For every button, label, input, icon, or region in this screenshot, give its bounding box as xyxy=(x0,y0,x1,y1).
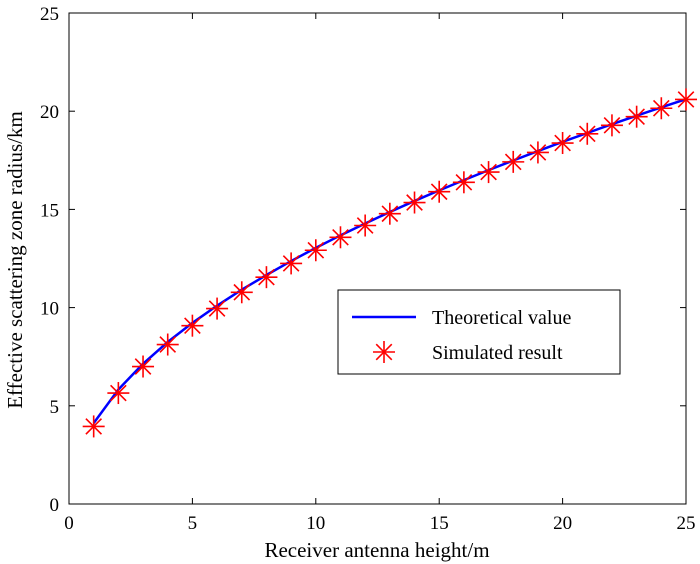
y-tick-label: 5 xyxy=(50,397,60,418)
ticks xyxy=(68,12,687,505)
data-point-simulated xyxy=(329,226,352,249)
x-axis-label: Receiver antenna height/m xyxy=(264,538,489,562)
x-tick-label: 20 xyxy=(553,513,572,534)
data-point-simulated xyxy=(304,239,327,262)
data-point-simulated xyxy=(230,281,253,304)
data-point-simulated xyxy=(378,202,401,225)
x-tick-label: 0 xyxy=(64,513,74,534)
data-point-simulated xyxy=(477,161,500,184)
legend-marker-sample xyxy=(373,341,395,363)
series-line-theoretical xyxy=(92,98,687,424)
data-point-simulated xyxy=(181,314,204,337)
y-axis-label: Effective scattering zone radius/km xyxy=(3,111,27,409)
plot-area-border xyxy=(68,12,687,505)
data-point-simulated xyxy=(428,180,451,203)
data-point-simulated xyxy=(526,141,549,164)
data-point-simulated xyxy=(280,252,303,275)
legend-label-simulated: Simulated result xyxy=(432,342,563,364)
y-tick-label: 20 xyxy=(40,102,59,123)
data-point-simulated xyxy=(452,171,475,194)
x-tick-label: 25 xyxy=(677,513,696,534)
data-point-simulated xyxy=(107,382,130,405)
x-tick-label: 15 xyxy=(430,513,449,534)
data-point-simulated xyxy=(82,415,105,438)
data-point-simulated xyxy=(502,150,525,173)
data-point-simulated xyxy=(255,266,278,289)
data-point-simulated xyxy=(156,333,179,356)
data-point-simulated xyxy=(206,297,229,320)
y-tick-label: 10 xyxy=(40,299,59,320)
data-point-simulated xyxy=(354,214,377,237)
x-tick-label: 5 xyxy=(188,513,198,534)
series-layer xyxy=(82,88,697,438)
data-point-simulated xyxy=(551,132,574,155)
y-tick-label: 25 xyxy=(40,4,59,25)
data-point-simulated xyxy=(132,355,155,378)
data-point-simulated xyxy=(650,97,673,120)
tick-labels: 0 5 10 15 20 25 0 5 10 15 20 25 xyxy=(40,4,696,534)
legend-label-theoretical: Theoretical value xyxy=(432,307,571,329)
y-tick-label: 0 xyxy=(50,495,60,516)
legend-box xyxy=(337,289,621,375)
data-point-simulated xyxy=(576,122,599,145)
data-point-simulated xyxy=(403,191,426,214)
data-point-simulated xyxy=(600,114,623,137)
data-point-simulated xyxy=(675,88,697,111)
legend: Theoretical value Simulated result xyxy=(337,289,621,375)
y-tick-label: 15 xyxy=(40,200,59,221)
plot-frame xyxy=(68,12,687,505)
data-point-simulated xyxy=(625,105,648,128)
legend-marker-asterisk xyxy=(373,341,395,363)
x-tick-label: 10 xyxy=(306,513,325,534)
